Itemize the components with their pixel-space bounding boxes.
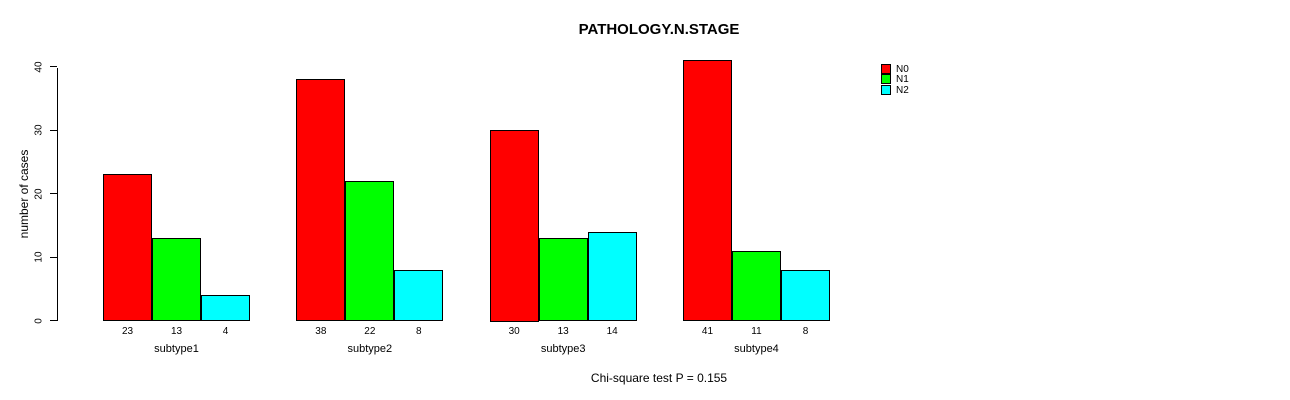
- y-tick: [50, 320, 57, 321]
- bar-value-label: 30: [508, 326, 520, 337]
- chi-square-annotation: Chi-square test P = 0.155: [590, 371, 728, 385]
- legend-label: N2: [896, 84, 909, 96]
- bar: [489, 130, 539, 322]
- bar: [103, 174, 152, 322]
- y-tick: [50, 129, 57, 131]
- bar: [780, 269, 830, 322]
- y-axis-line: [57, 68, 58, 321]
- y-tick: [50, 256, 57, 258]
- bar-value-label: 8: [416, 326, 422, 337]
- bar: [682, 60, 732, 322]
- bar-value-label: 14: [606, 326, 618, 337]
- category-label: subtype4: [734, 343, 779, 355]
- bar-value-label: 38: [315, 326, 327, 337]
- category-label: subtype2: [347, 343, 393, 355]
- bar: [394, 269, 444, 322]
- y-tick-label: 10: [33, 251, 45, 263]
- bar-value-label: 8: [802, 326, 809, 337]
- bar: [731, 250, 781, 322]
- legend-label: N1: [896, 74, 909, 86]
- legend-swatch: [881, 64, 891, 74]
- bar: [201, 295, 250, 322]
- bar: [152, 237, 201, 322]
- y-tick-label: 40: [33, 60, 45, 73]
- bar: [587, 231, 637, 322]
- bar-value-label: 13: [170, 326, 183, 337]
- bar: [296, 79, 346, 322]
- bar-value-label: 22: [364, 326, 376, 337]
- legend-label: N0: [896, 64, 909, 75]
- y-tick-label: 20: [33, 187, 45, 200]
- y-axis-label: number of cases: [17, 149, 31, 239]
- bar-value-label: 11: [751, 326, 762, 337]
- y-tick-label: 30: [33, 124, 45, 136]
- category-label: subtype1: [154, 343, 199, 355]
- bar: [538, 237, 588, 322]
- legend-swatch: [881, 74, 891, 85]
- y-tick-label: 0: [33, 317, 45, 324]
- y-tick: [50, 66, 57, 67]
- legend-swatch: [881, 84, 891, 95]
- bar-value-label: 23: [121, 326, 134, 337]
- bar-value-label: 41: [701, 326, 714, 337]
- y-tick: [50, 193, 57, 194]
- chart-title: PATHOLOGY.N.STAGE: [578, 21, 740, 38]
- category-label: subtype3: [540, 343, 586, 355]
- bar-value-label: 13: [557, 326, 569, 337]
- bar: [345, 180, 395, 322]
- bar-value-label: 4: [222, 326, 229, 337]
